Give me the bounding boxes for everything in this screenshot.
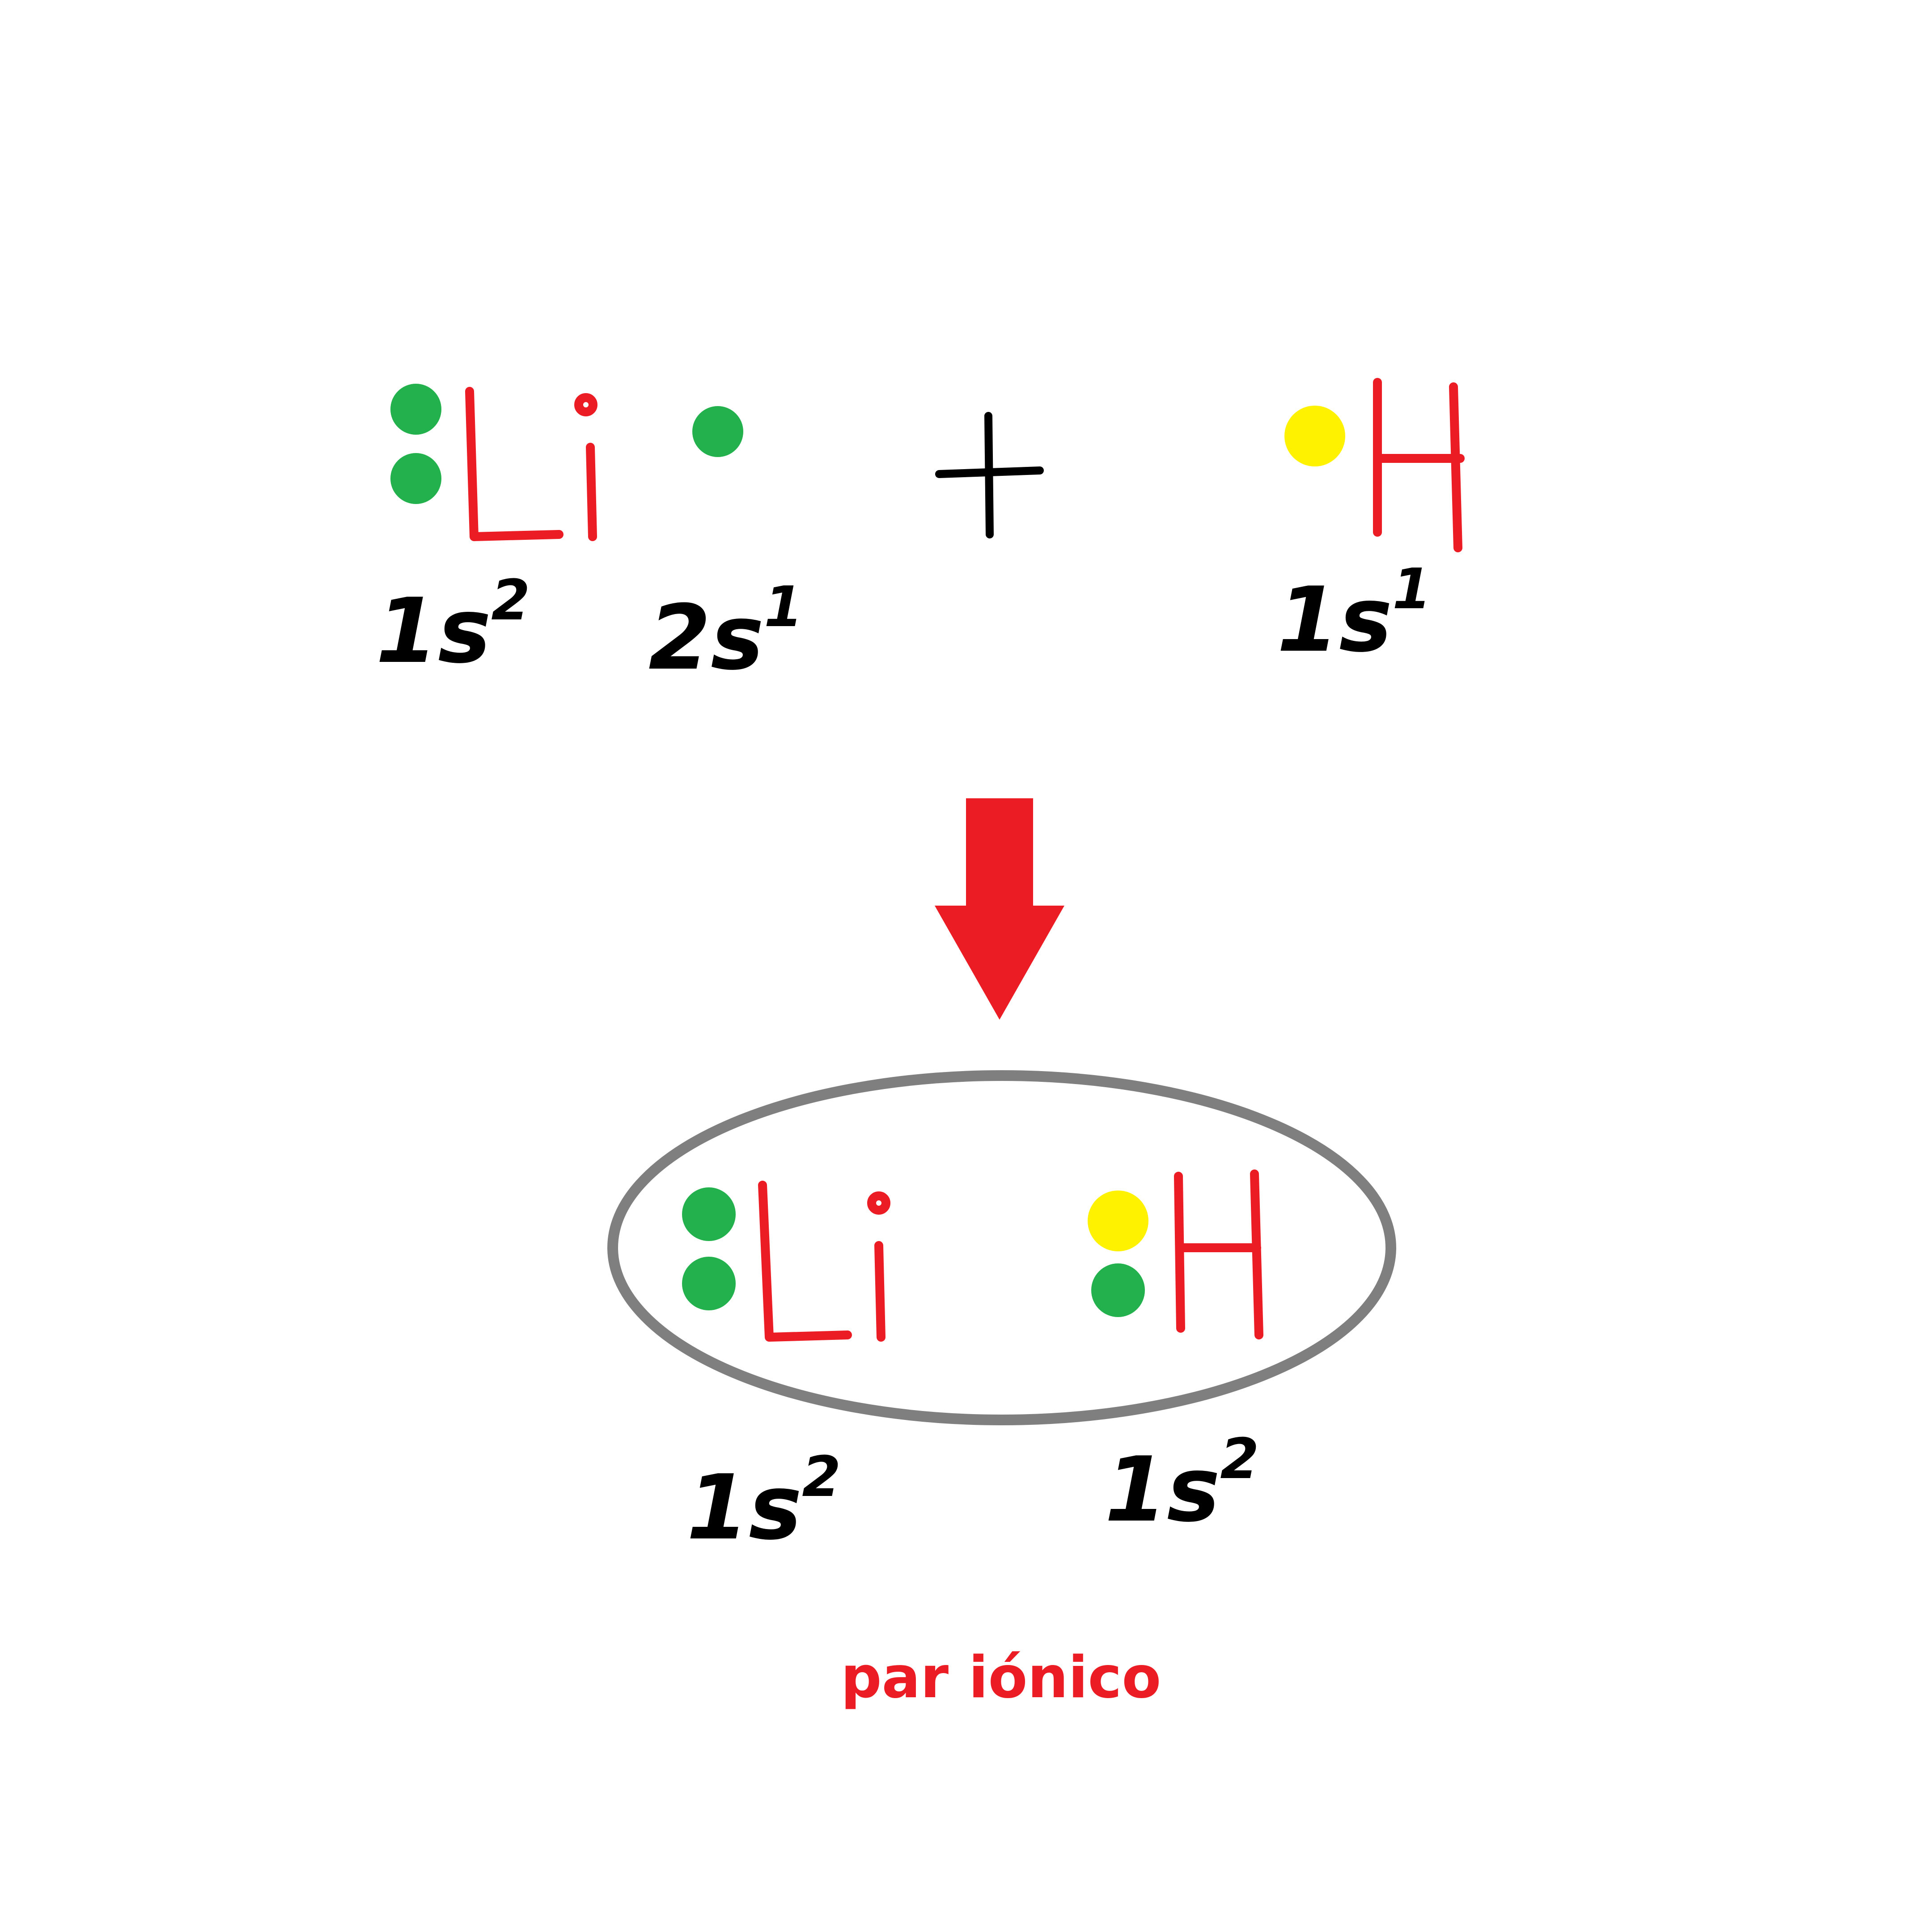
ion-pair-ellipse <box>607 1070 1396 1425</box>
h-electron <box>1284 406 1345 466</box>
li-inner-electron-bottom <box>390 453 441 504</box>
reaction-arrow <box>935 798 1064 1020</box>
li-ion: Li <box>682 1181 890 1342</box>
lithium-reactant: Li 1s2 2s1 <box>376 384 803 690</box>
h-ion-config: 1s2 <box>1105 1427 1259 1542</box>
li-valence-electron <box>692 406 743 457</box>
h-ion: H <box>1088 1169 1263 1339</box>
li-ion-symbol: Li <box>758 1181 890 1342</box>
li-inner-electron-top <box>390 384 441 435</box>
h-symbol: H <box>1373 378 1465 552</box>
h-config: 1s1 <box>1277 557 1431 672</box>
li-valence-config: 2s1 <box>648 575 803 690</box>
li-ion-electron-bottom <box>682 1257 736 1310</box>
plus-sign: + <box>935 412 1044 538</box>
hydrogen-reactant: H 1s1 <box>1277 378 1465 672</box>
h-ion-electron-green <box>1091 1263 1145 1317</box>
li-inner-config: 1s2 <box>376 568 530 683</box>
h-ion-electron-yellow <box>1088 1191 1148 1251</box>
ion-pair: Li H <box>607 1070 1396 1425</box>
caption-ion-pair: par iónico <box>841 1644 1161 1711</box>
h-ion-symbol: H <box>1174 1169 1263 1339</box>
li-ion-config: 1s2 <box>686 1445 841 1560</box>
li-ion-electron-top <box>682 1187 736 1241</box>
li-symbol: Li <box>465 387 597 541</box>
